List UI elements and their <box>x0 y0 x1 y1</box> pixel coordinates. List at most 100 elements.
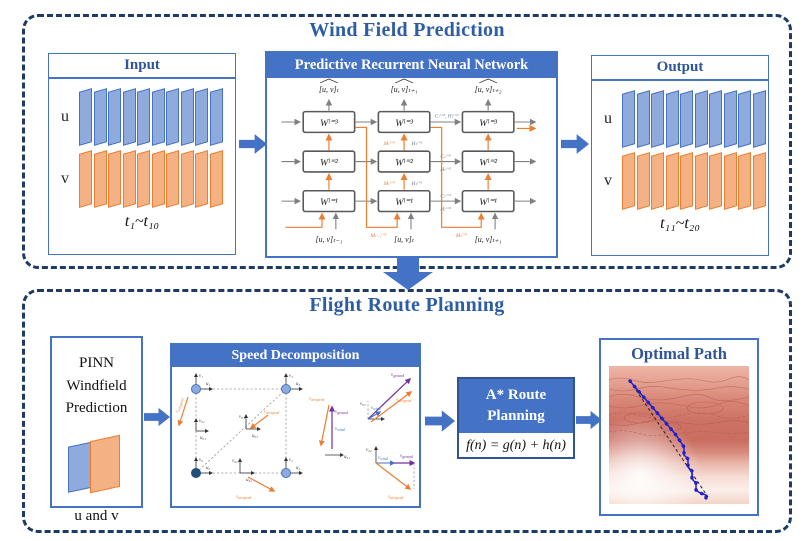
rnn-input-t: [u, v]ₜ <box>394 235 415 244</box>
axis-label: v₀ <box>199 458 203 463</box>
data-sheet <box>137 88 150 146</box>
v-sheet <box>90 434 120 493</box>
rnn-cell-label: Wˡ⁼² <box>479 158 498 169</box>
u-sheet-stack <box>79 88 224 146</box>
rnn-input-labels: [u, v]ₜ₋₁ [u, v]ₜ [u, v]ₜ₊₁ Mₜ₋₁ˡ⁼³ Mₜˡ⁼… <box>316 233 502 244</box>
pinn-title: PINN Windfield Prediction <box>65 355 128 416</box>
contour-lines <box>609 376 749 436</box>
rnn-state-annotations: Cₜˡ⁼³, Hₜˡ⁼³ Mₜˡ⁼² Hₜˡ⁼² Cₜˡ⁼² Hₜˡ⁼² Mₜˡ… <box>383 114 459 213</box>
axis-label: v₃ <box>289 374 293 379</box>
airspeed-vector-label: vairspeed <box>309 397 324 402</box>
rnn-output-t1: [u, v]ₜ₊₁ <box>391 85 418 94</box>
axis-label: u₀₂ <box>246 478 252 483</box>
data-sheet <box>622 152 635 210</box>
data-sheet <box>636 152 650 210</box>
data-sheet <box>122 88 136 146</box>
wind-field-prediction-section: Wind Field Prediction Input u v t₁~t₁₀ P… <box>22 14 792 269</box>
flow-arrow-right-icon <box>144 407 170 427</box>
axis-label: v₀₂ <box>366 448 372 453</box>
rnn-input-t1: [u, v]ₜ₊₁ <box>475 235 502 244</box>
wind-vector-label: vwind <box>335 427 345 432</box>
rnn-cell-label: Wˡ⁼² <box>395 158 414 169</box>
vector-diagram-a: vairspeed vground vwind u₀₁ <box>309 397 350 460</box>
rnn-output-t2: [u, v]ₜ₊₂ <box>475 85 502 94</box>
input-u-row: u <box>49 87 235 147</box>
top-section-title: Wind Field Prediction <box>309 19 505 41</box>
axis-label: u₁ <box>206 382 211 387</box>
axis-label: v₀₃ <box>239 415 245 420</box>
contour-map <box>609 366 749 504</box>
data-sheet <box>151 88 165 146</box>
bottom-section-title: Flight Route Planning <box>309 294 505 316</box>
straight-route-line <box>635 389 709 498</box>
rnn-h-l1b: Hₜˡ⁼¹ <box>439 207 451 213</box>
ground-vector-label: vground <box>391 373 404 378</box>
data-sheet <box>709 90 722 148</box>
pinn-uv-label: u and v <box>74 507 119 524</box>
axis-label: u₂ <box>296 466 301 471</box>
axis-label: u₀ <box>206 466 211 471</box>
axis-label: v₁ <box>199 374 203 379</box>
rnn-h-l2: Hₜˡ⁼² <box>411 141 423 147</box>
flow-arrow-right-icon <box>239 134 267 154</box>
axis-label: u₀₁ <box>200 436 206 441</box>
rnn-vertical-flow <box>285 126 492 228</box>
rnn-io-arrows <box>325 98 499 230</box>
rnn-cell-label: Wˡ⁼³ <box>395 118 414 129</box>
rnn-horizontal-flow <box>281 118 537 205</box>
grid-node <box>281 384 291 394</box>
axis-label: u₀₃ <box>252 434 258 439</box>
rnn-m-t-l3: Mₜˡ⁼³ <box>455 233 468 239</box>
astar-formula: f(n) = g(n) + h(n) <box>466 438 566 453</box>
data-sheet <box>166 150 179 208</box>
u-label: u <box>604 110 612 127</box>
airspeed-vector-label: vairspeed <box>175 397 185 413</box>
data-sheet <box>151 150 165 208</box>
data-sheet <box>79 150 92 208</box>
rnn-m-l2: Mₜˡ⁼² <box>383 141 396 147</box>
data-sheet <box>108 150 121 208</box>
airspeed-vector-label: vairspeed <box>264 410 279 415</box>
airspeed-vector-label: vairspeed <box>396 398 411 403</box>
speed-header: Speed Decomposition <box>172 345 419 367</box>
data-sheet <box>122 150 136 208</box>
prnn-header: Predictive Recurrent Neural Network <box>267 53 556 78</box>
vector-diagram-b: vground vairspeed vwind v₀₃ <box>360 373 413 423</box>
astar-header: A* Route Planning <box>459 379 573 433</box>
speed-decomposition-box: Speed Decomposition <box>170 343 421 508</box>
input-time-range: t₁~t₁₀ <box>124 213 160 230</box>
data-sheet <box>651 152 664 210</box>
rnn-m-l1: Mₜˡ⁼¹ <box>383 181 396 187</box>
axis-label: u₃ <box>296 382 301 387</box>
u-sheet-stack <box>622 90 767 148</box>
data-sheet <box>137 150 150 208</box>
flight-route-planning-section: Flight Route Planning PINN Windfield Pre… <box>22 289 792 533</box>
wind-vector-label: vwind <box>378 456 388 461</box>
input-v-row: v <box>49 149 235 209</box>
output-v-row: v <box>592 151 768 211</box>
pinn-uv-sheets <box>52 434 141 498</box>
data-sheet <box>180 88 194 146</box>
data-sheet <box>166 88 179 146</box>
data-sheet <box>108 88 121 146</box>
output-u-row: u <box>592 89 768 149</box>
data-sheet <box>752 152 766 210</box>
output-time-range: t₁₁~t₂₀ <box>660 215 700 232</box>
rnn-cell-label: Wˡ⁼³ <box>479 118 498 129</box>
rnn-cell-label: Wˡ⁼³ <box>320 118 339 129</box>
grid-node <box>191 384 201 394</box>
rnn-cell-label: Wˡ⁼¹ <box>395 197 413 208</box>
grid-diagram: v₁ u₁ v₃ u₃ v₀ u₀ v₂ u₂ v₀₁ u₀₁ v₀₃ u₀₃ … <box>175 373 303 500</box>
data-sheet <box>723 152 737 210</box>
rnn-h-l1: Hₜˡ⁼¹ <box>411 181 423 187</box>
flow-arrow-down-icon <box>383 256 433 290</box>
v-sheet-stack <box>622 152 767 210</box>
airspeed-vector-label: vairspeed <box>236 495 251 500</box>
u-label: u <box>61 108 69 125</box>
rnn-h-l2b: Hₜˡ⁼² <box>439 167 451 173</box>
data-sheet <box>93 150 107 208</box>
data-sheet <box>680 90 693 148</box>
axis-label: v₀₂ <box>232 459 238 464</box>
airspeed-vector-label: vairspeed <box>388 495 403 500</box>
data-sheet <box>738 152 751 210</box>
